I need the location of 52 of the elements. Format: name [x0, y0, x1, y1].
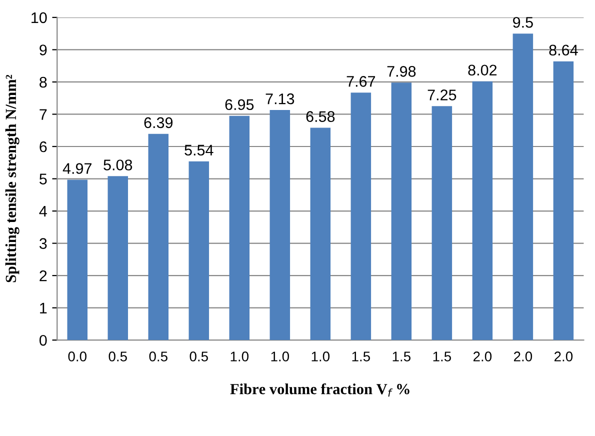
data-label: 6.58 — [306, 111, 335, 122]
bar — [310, 128, 331, 340]
y-tick-label: 0 — [40, 334, 47, 346]
x-tick-label: 1.0 — [230, 352, 249, 362]
y-tick-label: 10 — [32, 12, 47, 24]
bar — [148, 134, 169, 340]
y-tick-label: 4 — [39, 206, 47, 217]
data-label: 7.98 — [387, 66, 416, 77]
x-tick-label: 2.0 — [514, 352, 532, 362]
x-tick-label: 1.5 — [392, 352, 410, 362]
data-label: 6.39 — [144, 117, 173, 128]
y-tick-label: 9 — [40, 44, 47, 56]
bar — [391, 82, 412, 340]
data-label: 7.25 — [428, 90, 456, 100]
y-tick-label: 1 — [40, 302, 47, 314]
data-label: 7.13 — [266, 93, 294, 104]
data-label: 8.64 — [549, 44, 578, 56]
bar — [188, 161, 210, 340]
x-tick-label: 0.5 — [149, 352, 168, 362]
y-tick-label: 7 — [40, 109, 47, 120]
bar — [432, 106, 452, 340]
x-tick-label: 0.0 — [68, 352, 86, 362]
data-label: 5.54 — [184, 144, 214, 156]
y-tick-label: 2 — [40, 270, 47, 282]
bar — [67, 180, 88, 340]
y-tick-label: 6 — [40, 141, 47, 152]
x-axis-title: Fibre volume fraction V$_{f}$ % — [230, 383, 410, 397]
bar — [350, 92, 372, 340]
x-tick-label: 1.0 — [312, 352, 330, 362]
data-label: 4.97 — [62, 163, 92, 174]
data-label: 9.5 — [513, 16, 533, 28]
data-label: 6.95 — [225, 99, 254, 110]
data-label: 5.08 — [104, 160, 132, 170]
x-tick-label: 1.5 — [433, 352, 451, 362]
y-tick-label: 3 — [39, 238, 47, 249]
bar — [553, 61, 574, 340]
y-axis-title: Splitting tensile strength N/mm² — [5, 74, 20, 282]
y-tick-label: 5 — [40, 174, 47, 184]
x-tick-label: 0.5 — [190, 352, 208, 362]
x-tick-label: 1.5 — [352, 352, 370, 362]
bar — [229, 116, 250, 340]
y-tick-label: 8 — [40, 76, 47, 88]
x-tick-label: 0.5 — [108, 352, 127, 362]
x-tick-label: 2.0 — [554, 352, 573, 362]
bar — [512, 34, 534, 340]
bar — [108, 176, 128, 340]
x-tick-label: 1.0 — [271, 352, 290, 362]
bar — [472, 81, 493, 340]
x-tick-label: 2.0 — [473, 352, 492, 362]
data-label: 7.67 — [346, 76, 376, 87]
data-label: 8.02 — [468, 64, 497, 76]
bar — [270, 110, 290, 340]
